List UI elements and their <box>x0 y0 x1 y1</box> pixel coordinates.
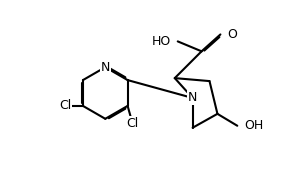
Text: HO: HO <box>152 35 171 48</box>
Text: OH: OH <box>244 119 263 132</box>
Text: Cl: Cl <box>126 117 139 130</box>
Text: Cl: Cl <box>59 99 71 112</box>
Text: N: N <box>101 61 110 74</box>
Text: O: O <box>227 28 237 41</box>
Text: N: N <box>188 92 197 105</box>
